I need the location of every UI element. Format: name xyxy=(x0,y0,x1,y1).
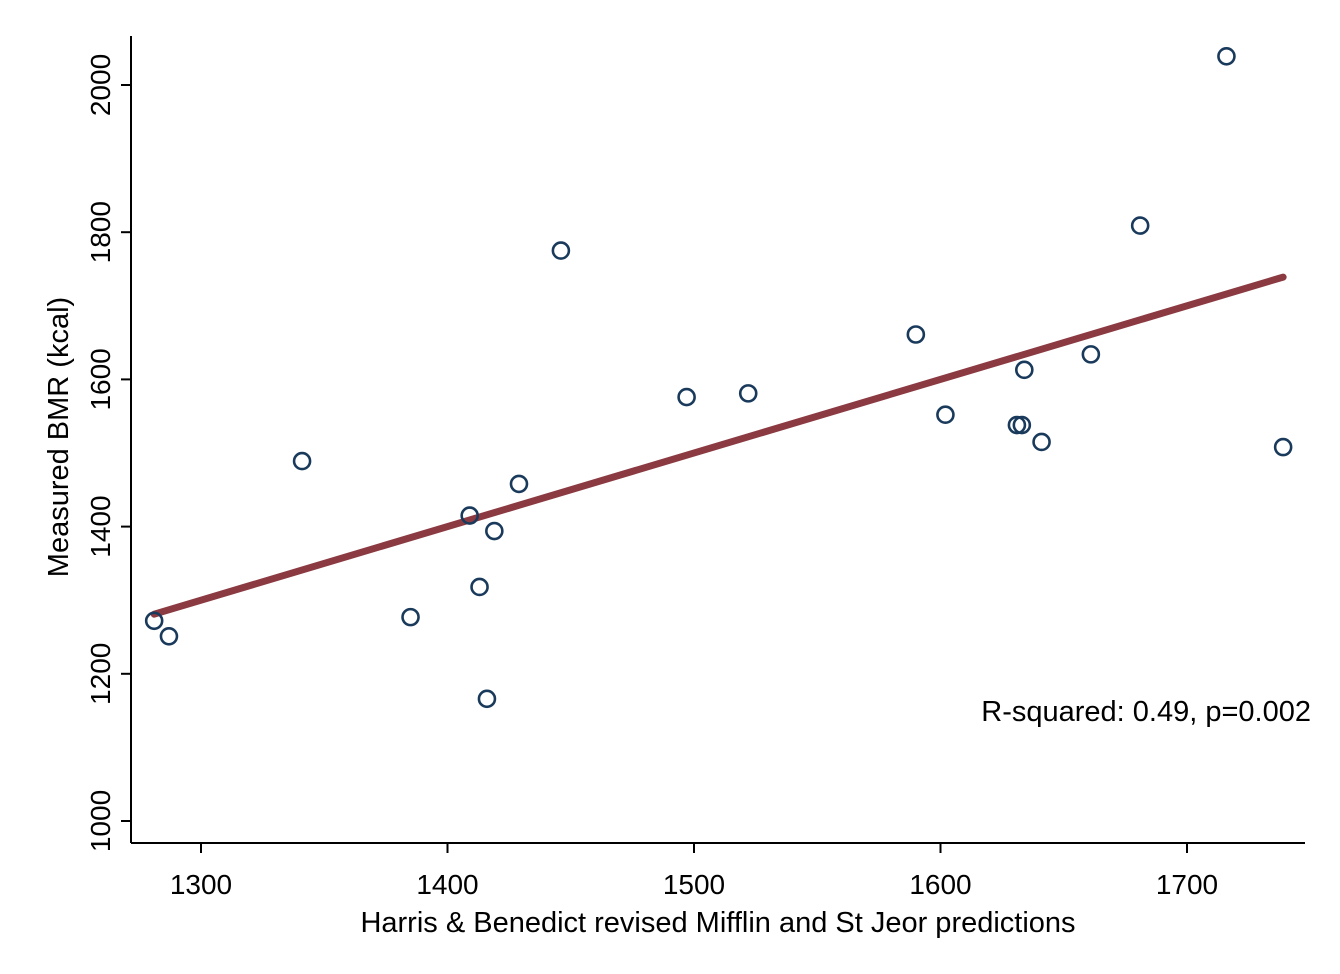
data-point xyxy=(551,241,571,260)
data-point xyxy=(159,626,179,646)
data-point xyxy=(460,506,479,525)
y-tick-label: 1000 xyxy=(85,790,116,852)
x-tick-label: 1600 xyxy=(909,869,971,900)
x-tick-label: 1500 xyxy=(663,869,725,900)
x-axis-label: Harris & Benedict revised Mifflin and St… xyxy=(360,907,1075,939)
data-point xyxy=(509,474,529,494)
y-ticks: 1000 1200 1400 1600 1800 2000 xyxy=(85,54,131,852)
y-tick-label: 1600 xyxy=(85,348,116,410)
axes xyxy=(130,36,1305,844)
y-tick-label: 1800 xyxy=(85,201,116,263)
x-tick-label: 1700 xyxy=(1156,869,1218,900)
data-point xyxy=(1015,360,1034,380)
data-point xyxy=(292,451,312,471)
x-tick-label: 1400 xyxy=(416,869,478,900)
data-point xyxy=(1007,415,1027,435)
y-axis-label: Measured BMR (kcal) xyxy=(43,297,75,577)
y-tick-label: 2000 xyxy=(85,54,116,116)
x-tick-label: 1300 xyxy=(170,869,232,900)
r-squared-annotation: R-squared: 0.49, p=0.002 xyxy=(981,696,1311,728)
y-tick-label: 1200 xyxy=(85,643,116,705)
data-point xyxy=(738,384,758,403)
data-point xyxy=(401,607,420,627)
data-points xyxy=(144,46,1293,709)
data-point xyxy=(936,405,955,425)
data-point xyxy=(1273,437,1293,457)
y-tick-label: 1400 xyxy=(85,495,116,557)
data-point xyxy=(1032,432,1051,452)
data-point xyxy=(1081,345,1101,364)
data-point xyxy=(906,325,926,344)
data-point xyxy=(144,611,164,631)
data-point xyxy=(1217,46,1236,66)
data-point xyxy=(1130,216,1150,235)
data-point xyxy=(485,521,504,541)
data-point xyxy=(1012,415,1032,435)
fit-line xyxy=(150,273,1287,618)
x-ticks: 1300 1400 1500 1600 1700 xyxy=(170,843,1218,900)
data-point xyxy=(677,387,696,407)
data-point xyxy=(477,689,497,709)
data-point xyxy=(470,577,489,597)
fit-line-group xyxy=(150,273,1287,618)
